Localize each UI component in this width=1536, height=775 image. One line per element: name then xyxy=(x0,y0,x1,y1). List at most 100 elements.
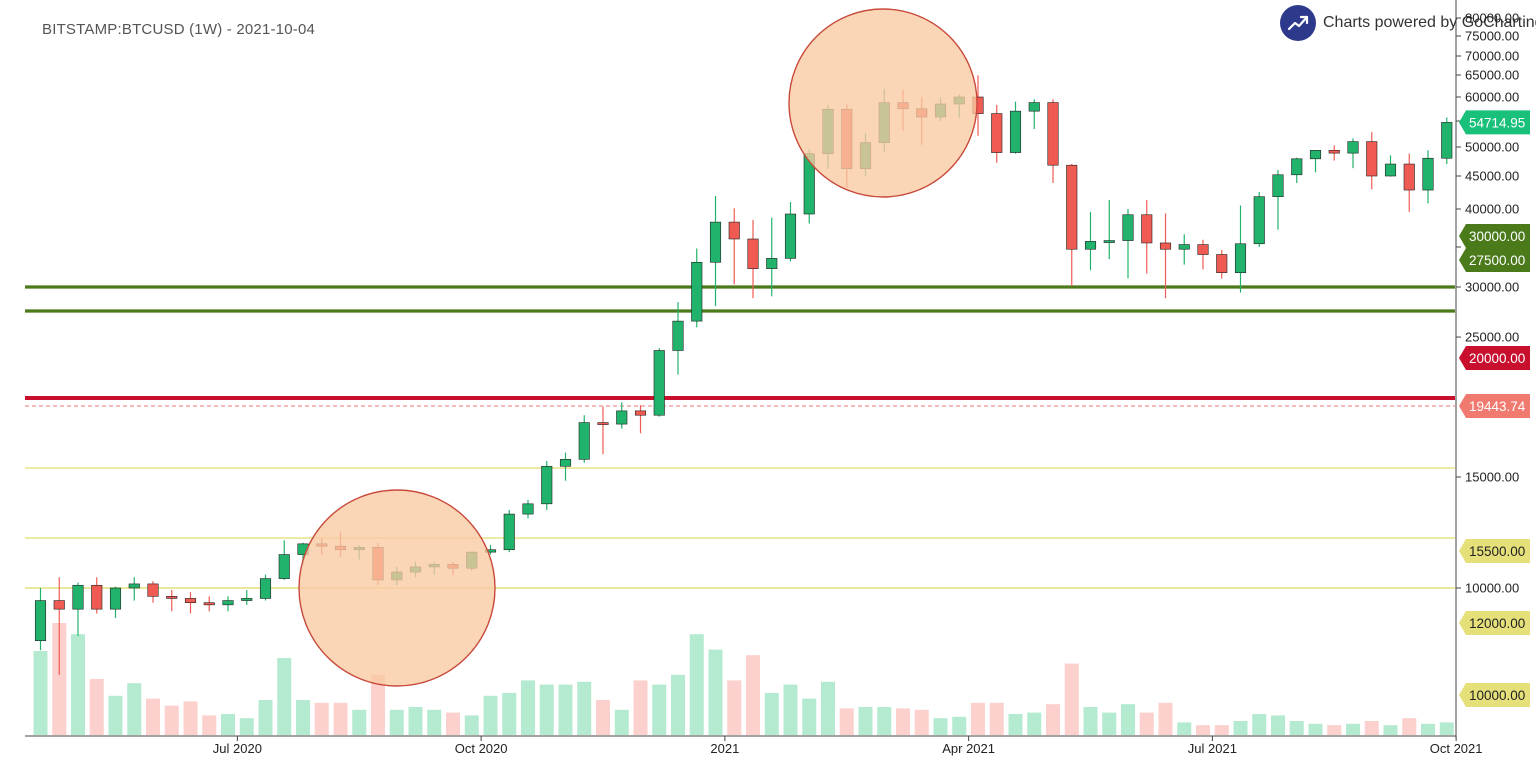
candle xyxy=(1066,164,1078,287)
candle-body xyxy=(278,554,290,579)
candle-body xyxy=(766,258,778,269)
volume-bar xyxy=(183,701,198,735)
candle xyxy=(784,202,797,262)
candle-body xyxy=(616,410,628,425)
candle-body xyxy=(709,221,722,263)
chart-title: BITSTAMP:BTCUSD (1W) - 2021-10-04 xyxy=(42,21,316,38)
candle xyxy=(747,219,759,299)
candle xyxy=(991,104,1003,163)
volume-bars xyxy=(33,623,1454,735)
volume-bar xyxy=(1046,704,1060,735)
volume-bar xyxy=(783,684,798,735)
candle-body xyxy=(1066,164,1078,250)
candle xyxy=(597,406,609,455)
candle xyxy=(691,248,703,328)
time-tick-label: Oct 2021 xyxy=(1430,741,1483,756)
volume-bar xyxy=(989,702,1004,735)
candle xyxy=(1197,239,1209,270)
candle xyxy=(241,590,253,605)
candle-body xyxy=(672,320,684,351)
price-tick-label: 70000.00 xyxy=(1465,49,1519,64)
candle-body xyxy=(72,584,84,610)
volume-bar xyxy=(1364,721,1379,735)
highlight-circles xyxy=(298,8,978,687)
candle xyxy=(709,195,722,307)
candle xyxy=(1309,150,1322,173)
volume-bar xyxy=(1139,712,1154,735)
candle-body xyxy=(1328,150,1340,154)
volume-bar xyxy=(1252,714,1267,735)
candle xyxy=(1347,138,1359,169)
powered-by-branding[interactable]: Charts powered by GoCharting xyxy=(1280,4,1536,42)
candle xyxy=(616,402,628,429)
candle xyxy=(1103,200,1115,260)
volume-bar xyxy=(1196,725,1210,735)
candle-body xyxy=(1009,110,1022,153)
volume-bar xyxy=(1064,663,1079,735)
candle-body xyxy=(522,503,534,515)
price-badge-12000-00-label: 12000.00 xyxy=(1469,616,1525,631)
volume-bar xyxy=(202,715,217,735)
volume-bar xyxy=(108,695,123,735)
powered-by-label: Charts powered by GoCharting xyxy=(1323,14,1536,31)
candle-body xyxy=(1403,163,1415,191)
volume-bar xyxy=(877,707,892,735)
price-badge-10000-00-label: 10000.00 xyxy=(1469,688,1525,703)
volume-bar xyxy=(802,698,817,735)
candle-body xyxy=(1047,102,1059,166)
candle-body xyxy=(747,238,759,269)
volume-bar xyxy=(558,684,573,735)
volume-bar xyxy=(1121,704,1135,735)
candle xyxy=(1122,209,1134,279)
volume-bar xyxy=(277,658,292,735)
candle xyxy=(1272,169,1284,230)
volume-bar xyxy=(1233,721,1248,735)
candle-body xyxy=(653,350,665,416)
candle xyxy=(1403,153,1415,212)
last-price-badge-bg xyxy=(1459,110,1530,135)
candle-body xyxy=(559,459,572,467)
price-badge-27500-00: 27500.00 xyxy=(1459,248,1530,272)
volume-bar xyxy=(858,707,873,735)
candle-body xyxy=(34,600,47,642)
volume-bar xyxy=(1439,722,1454,735)
volume-bar xyxy=(952,716,967,735)
volume-bar xyxy=(727,680,742,735)
price-badge-12000-00: 12000.00 xyxy=(1459,611,1530,635)
volume-bar xyxy=(521,680,535,735)
volume-bar xyxy=(896,708,910,735)
candle-body xyxy=(1103,240,1115,243)
candle-body xyxy=(203,602,215,606)
candle-body xyxy=(222,600,234,606)
candle xyxy=(128,577,140,601)
volume-bar xyxy=(464,715,479,735)
volume-bar xyxy=(1402,718,1417,735)
volume-bar xyxy=(483,695,498,735)
volume-bar xyxy=(1289,721,1304,735)
volume-bar xyxy=(933,718,948,735)
price-tick-label: 25000.00 xyxy=(1465,330,1519,345)
candle xyxy=(1441,117,1453,165)
price-badge-12000-00-bg xyxy=(1459,611,1530,635)
candle xyxy=(184,592,197,614)
candle xyxy=(728,208,740,285)
candle xyxy=(1216,249,1228,279)
candle-body xyxy=(691,261,703,322)
candle xyxy=(653,348,665,417)
volume-bar xyxy=(333,702,348,735)
candle xyxy=(503,509,515,553)
candle xyxy=(1028,99,1040,130)
volume-bar xyxy=(746,655,760,735)
price-badge-10000-00: 10000.00 xyxy=(1459,683,1530,707)
volume-bar xyxy=(1027,712,1042,735)
highlight-circle-bottom-consolidation xyxy=(298,489,496,687)
volume-bar xyxy=(1271,715,1285,735)
volume-bar xyxy=(446,712,460,735)
volume-bar xyxy=(539,684,554,735)
price-tick-label: 65000.00 xyxy=(1465,68,1519,83)
volume-bar xyxy=(52,623,67,735)
candle xyxy=(259,574,272,601)
volume-bar xyxy=(1346,723,1360,735)
volume-bar xyxy=(427,709,442,735)
